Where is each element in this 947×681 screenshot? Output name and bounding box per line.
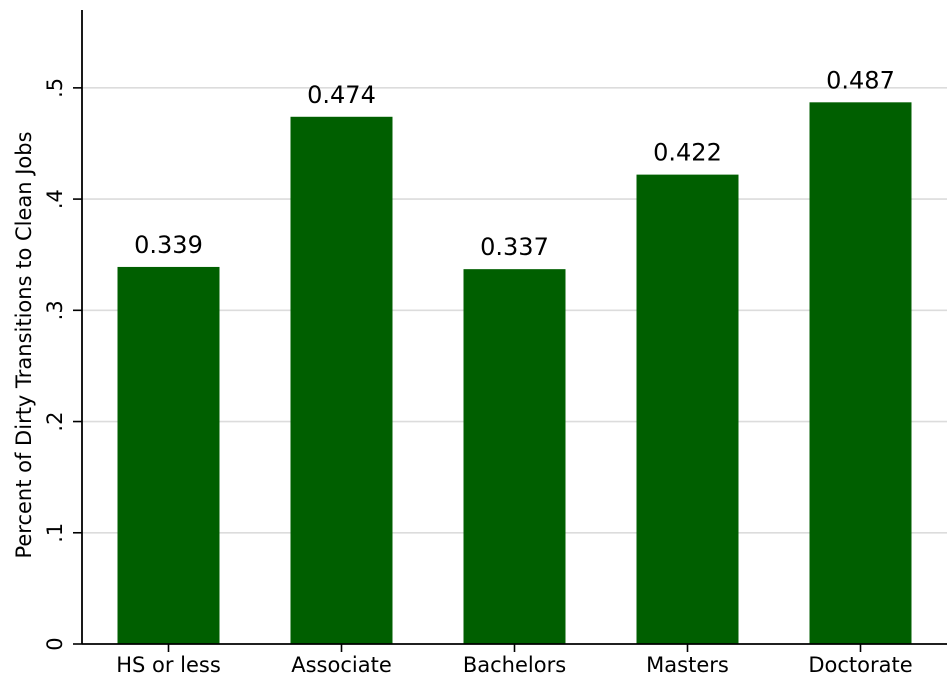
- label-layer: 0 .1 .2 .3 .4 .5 0.339 HS or less 0.474 Associate…: [43, 66, 913, 677]
- value-label: 0.337: [480, 233, 549, 261]
- bar-bachelors: [463, 269, 566, 644]
- value-label: 0.339: [134, 231, 203, 259]
- value-label: 0.422: [653, 139, 722, 167]
- x-tick-label: Doctorate: [808, 653, 912, 677]
- x-tick-label: Bachelors: [463, 653, 566, 677]
- bar-hs-or-less: [117, 266, 220, 644]
- y-tick-label: .3: [43, 300, 67, 320]
- value-label: 0.474: [307, 81, 376, 109]
- y-tick-label: .4: [43, 189, 67, 209]
- y-tick-label: .2: [43, 412, 67, 432]
- bar-masters: [636, 174, 739, 644]
- y-tick-label: .1: [43, 523, 67, 543]
- bar-associate: [290, 116, 393, 645]
- value-label: 0.487: [826, 66, 895, 94]
- y-axis-title: Percent of Dirty Transitions to Clean Jo…: [12, 131, 36, 558]
- bar-doctorate: [809, 102, 912, 645]
- x-tick-label: Masters: [646, 653, 729, 677]
- x-tick-label: HS or less: [116, 653, 221, 677]
- bar-layer: [117, 102, 912, 645]
- y-tick-label: 0: [43, 637, 67, 650]
- x-tick-label: Associate: [291, 653, 392, 677]
- y-tick-label: .5: [43, 78, 67, 98]
